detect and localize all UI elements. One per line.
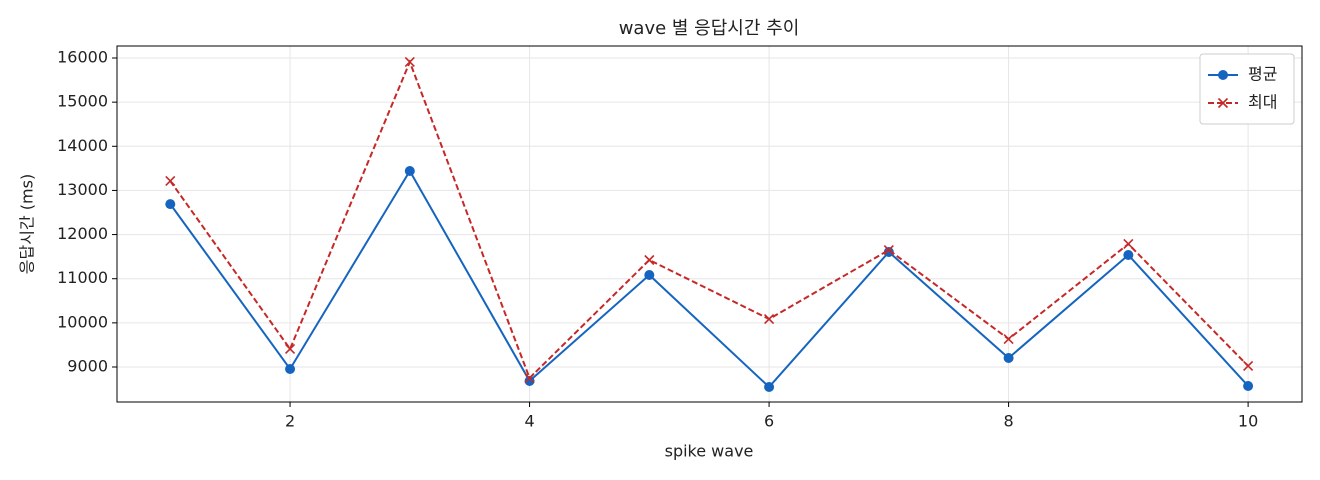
data-point: [1123, 238, 1134, 250]
data-point: [1003, 352, 1014, 363]
data-point: [524, 372, 535, 384]
legend-marker: [1218, 70, 1228, 80]
data-point: [165, 199, 176, 210]
y-tick-label: 15000: [57, 92, 108, 111]
legend-box: [1199, 53, 1295, 125]
data-point: [1003, 333, 1014, 345]
data-point: [764, 381, 775, 392]
data-point: [165, 175, 176, 187]
y-tick-label: 11000: [57, 268, 108, 287]
legend-marker: [1217, 97, 1229, 109]
data-point: [644, 270, 655, 281]
data-point: [644, 254, 655, 266]
data-point: [883, 247, 894, 258]
series-line: [169, 169, 1249, 389]
x-tick-label: 10: [1238, 412, 1258, 431]
data-point: [404, 56, 415, 68]
x-tick-label: 4: [524, 412, 534, 431]
x-tick-label: 2: [285, 412, 295, 431]
y-tick-label: 12000: [57, 224, 108, 243]
y-tick-label: 13000: [57, 180, 108, 199]
legend-label: 평균: [1248, 65, 1277, 84]
y-tick-label: 9000: [67, 356, 108, 375]
y-tick-label: 10000: [57, 312, 108, 331]
data-point: [404, 166, 415, 177]
y-axis-label: 응답시간 (ms): [18, 174, 37, 274]
chart-title: wave 별 응답시간 추이: [619, 18, 800, 39]
x-tick-label: 8: [1004, 412, 1014, 431]
y-tick-label: 14000: [57, 136, 108, 155]
data-point: [1243, 380, 1254, 391]
data-point: [883, 244, 894, 256]
data-point: [284, 343, 296, 355]
series-line: [169, 59, 1249, 380]
x-tick-label: 6: [764, 412, 774, 431]
data-point: [1123, 250, 1134, 261]
legend-label: 최대: [1248, 93, 1277, 112]
data-point: [285, 363, 296, 374]
x-axis-label: spike wave: [665, 442, 754, 461]
plot-frame: [116, 45, 1303, 403]
data-point: [764, 313, 775, 325]
data-point: [1243, 360, 1254, 372]
data-point: [524, 375, 535, 386]
y-tick-label: 16000: [57, 48, 108, 67]
